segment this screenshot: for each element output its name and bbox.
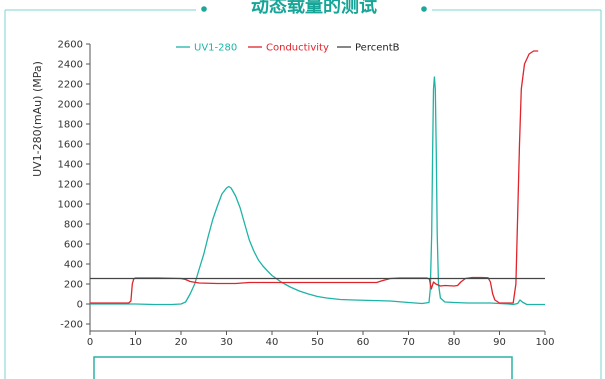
series-line-uv1-280 [90,76,545,306]
y-tick-label: 2200 [58,80,83,91]
x-tick-label: 90 [493,337,506,348]
y-tick-label: 1200 [58,180,83,191]
x-ticks: 0 10 20 30 40 50 60 70 80 90 100 [87,331,555,348]
y-tick-label: 800 [64,220,83,231]
x-tick-label: 60 [357,337,370,348]
title-dot-left [201,6,207,12]
title-dot-right [421,6,427,12]
y-tick-label: 1000 [58,200,83,211]
y-ticks: -200 0 200 400 600 800 1000 1200 1400 1600 1800 200… [58,40,90,331]
x-tick-label: 40 [266,337,279,348]
x-tick-label: 50 [311,337,324,348]
frame [4,9,602,379]
y-tick-label: 1600 [58,140,83,151]
x-tick-label: 70 [402,337,415,348]
legend: UV1-280 Conductivity PercentB [176,43,400,54]
y-tick-label: 2000 [58,100,83,111]
y-tick-label: 2400 [58,60,83,71]
legend-label: Conductivity [266,43,329,54]
x-tick-label: 100 [535,337,554,348]
page-title: 动态载量的测试 [251,0,377,17]
y-axis-label: UV1-280(mAu) (MPa) [31,61,44,177]
x-tick-label: 30 [220,337,233,348]
y-tick-label: 2600 [58,40,83,51]
y-tick-label: 1800 [58,120,83,131]
x-tick-label: 80 [448,337,461,348]
y-tick-label: 600 [64,240,83,251]
plot-lines [90,50,545,306]
series-line-conductivity [90,50,539,304]
x-tick-label: 20 [175,337,188,348]
y-tick-label: -200 [60,320,83,331]
y-tick-label: 1400 [58,160,83,171]
x-tick-label: 10 [129,337,142,348]
x-tick-label: 0 [87,337,93,348]
y-tick-label: 200 [64,280,83,291]
legend-label: UV1-280 [194,43,237,54]
y-tick-label: 400 [64,260,83,271]
y-tick-label: 0 [77,300,83,311]
bottom-box [93,356,513,379]
legend-label: PercentB [355,43,400,54]
